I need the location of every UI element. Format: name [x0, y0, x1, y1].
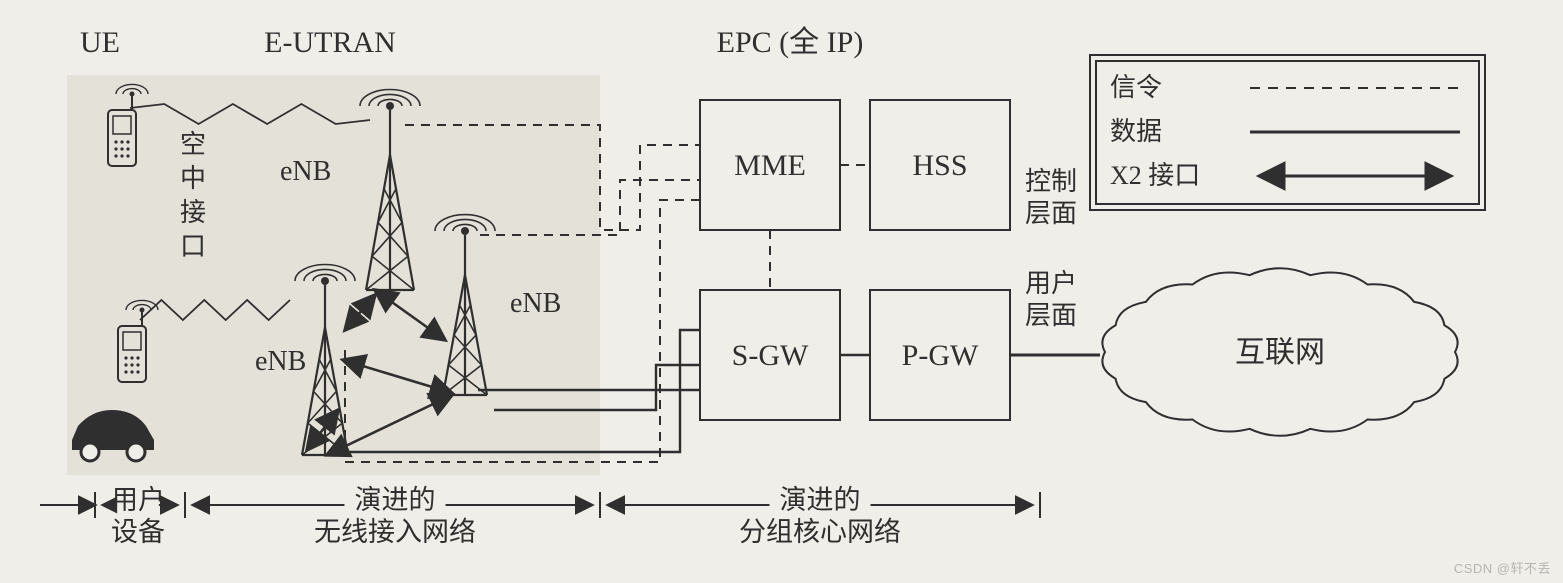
box-mme: MME — [700, 100, 840, 230]
svg-text:MME: MME — [734, 149, 806, 182]
internet-cloud: 互联网 — [1102, 268, 1457, 436]
lte-architecture-diagram: UE E-UTRAN EPC (全 IP) 信令 数据 X2 接口 MME HS… — [0, 0, 1563, 583]
bottom-ruler: 用户设备演进的无线接入网络演进的分组核心网络 — [40, 485, 1040, 547]
enb-label-1: eNB — [280, 156, 331, 187]
ruler-label-2-2: 分组核心网络 — [739, 517, 901, 547]
svg-text:P-GW: P-GW — [902, 339, 979, 372]
enb-label-2: eNB — [510, 288, 561, 319]
legend-label-x2: X2 接口 — [1110, 161, 1200, 190]
label-control-plane-2: 层面 — [1025, 199, 1077, 228]
label-control-plane-1: 控制 — [1025, 167, 1077, 196]
air-interface-2: 中 — [180, 164, 206, 193]
label-eutran: E-UTRAN — [264, 26, 396, 59]
box-sgw: S-GW — [700, 290, 840, 420]
svg-text:S-GW: S-GW — [732, 339, 809, 372]
air-interface-4: 口 — [180, 232, 206, 261]
legend-label-signaling: 信令 — [1110, 73, 1162, 102]
ruler-label-2-1: 演进的 — [780, 485, 861, 515]
svg-text:HSS: HSS — [912, 149, 967, 182]
air-interface-3: 接 — [180, 198, 206, 227]
label-epc: EPC (全 IP) — [717, 26, 864, 59]
box-pgw: P-GW — [870, 290, 1010, 420]
enb-label-3: eNB — [255, 346, 306, 377]
watermark: CSDN @轩不丢 — [1454, 558, 1551, 577]
legend-box: 信令 数据 X2 接口 — [1090, 55, 1485, 210]
legend-label-data: 数据 — [1110, 117, 1162, 146]
box-hss: HSS — [870, 100, 1010, 230]
label-ue: UE — [80, 26, 120, 59]
label-user-plane-1: 用户 — [1025, 269, 1077, 298]
label-user-plane-2: 层面 — [1025, 301, 1077, 330]
ruler-label-1-2: 无线接入网络 — [314, 517, 476, 547]
ruler-label-0-1: 用户 — [111, 485, 165, 515]
air-interface-1: 空 — [180, 130, 206, 159]
ruler-label-1-1: 演进的 — [355, 485, 436, 515]
svg-text:互联网: 互联网 — [1235, 336, 1325, 369]
ruler-label-0-2: 设备 — [111, 517, 165, 547]
